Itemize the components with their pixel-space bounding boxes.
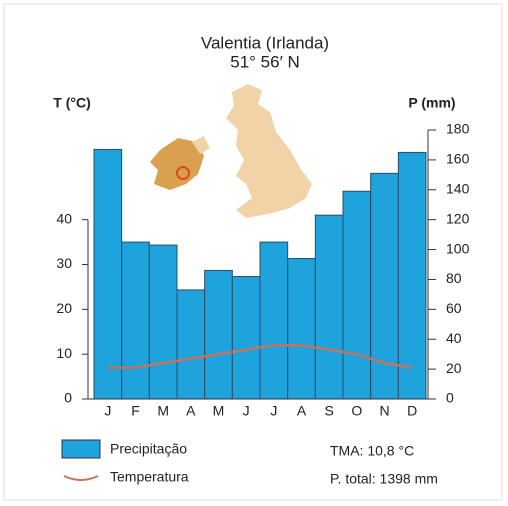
- y2-tick-label: 100: [446, 240, 470, 256]
- y2-tick-label: 0: [446, 390, 454, 406]
- x-tick-label: J: [104, 403, 111, 419]
- y-tick-label: 10: [56, 345, 72, 361]
- y2-tick-label: 80: [446, 270, 462, 286]
- x-tick-label: J: [243, 403, 250, 419]
- x-tick-label: M: [213, 403, 225, 419]
- y-axis-label: T (°C): [53, 95, 90, 111]
- x-tick-label: D: [407, 403, 417, 419]
- annotation: TMA: 10,8 °C: [330, 443, 414, 459]
- bar: [93, 148, 123, 400]
- y2-tick-label: 60: [446, 300, 462, 316]
- x-tick-label: A: [297, 403, 307, 419]
- x-tick-label: N: [379, 403, 389, 419]
- bar: [204, 269, 233, 400]
- location-marker: [176, 166, 190, 180]
- annotation: P. total: 1398 mm: [330, 471, 438, 487]
- ireland: [150, 138, 204, 190]
- legend-label: Precipitação: [110, 441, 187, 457]
- legend-label: Temperatura: [110, 469, 189, 485]
- bar: [176, 289, 206, 400]
- bar: [259, 241, 289, 400]
- bar: [314, 214, 344, 400]
- y-tick-label: 20: [56, 300, 72, 316]
- x-tick-label: M: [157, 403, 169, 419]
- y2-tick-label: 120: [446, 210, 470, 226]
- y2-tick-label: 140: [446, 180, 470, 196]
- y-tick-label: 0: [64, 390, 72, 406]
- bar: [397, 151, 427, 400]
- temperature-line: [107, 343, 413, 369]
- chart-subtitle: 51° 56′ N: [230, 52, 300, 71]
- bar: [287, 258, 316, 400]
- y2-tick-label: 180: [446, 121, 470, 137]
- y-tick-label: 40: [56, 210, 72, 226]
- bar: [121, 241, 150, 400]
- map: [150, 84, 312, 218]
- legend-swatch-line: [63, 475, 99, 481]
- bar: [148, 244, 178, 400]
- x-tick-label: J: [270, 403, 277, 419]
- northern-ireland: [192, 136, 210, 154]
- x-tick-label: O: [351, 403, 362, 419]
- y2-tick-label: 40: [446, 330, 462, 346]
- y2-tick-label: 160: [446, 151, 470, 167]
- y-tick-label: 30: [56, 255, 72, 271]
- legend-swatch-bar: [61, 439, 101, 459]
- x-tick-label: F: [131, 403, 140, 419]
- bar: [342, 190, 372, 400]
- x-tick-label: S: [324, 403, 333, 419]
- y2-axis-label: P (mm): [408, 95, 455, 111]
- y2-tick-label: 20: [446, 360, 462, 376]
- great-britain: [226, 84, 312, 218]
- chart-title: Valentia (Irlanda): [201, 33, 329, 52]
- bar: [231, 275, 261, 400]
- x-tick-label: A: [186, 403, 196, 419]
- frame: [3, 3, 503, 501]
